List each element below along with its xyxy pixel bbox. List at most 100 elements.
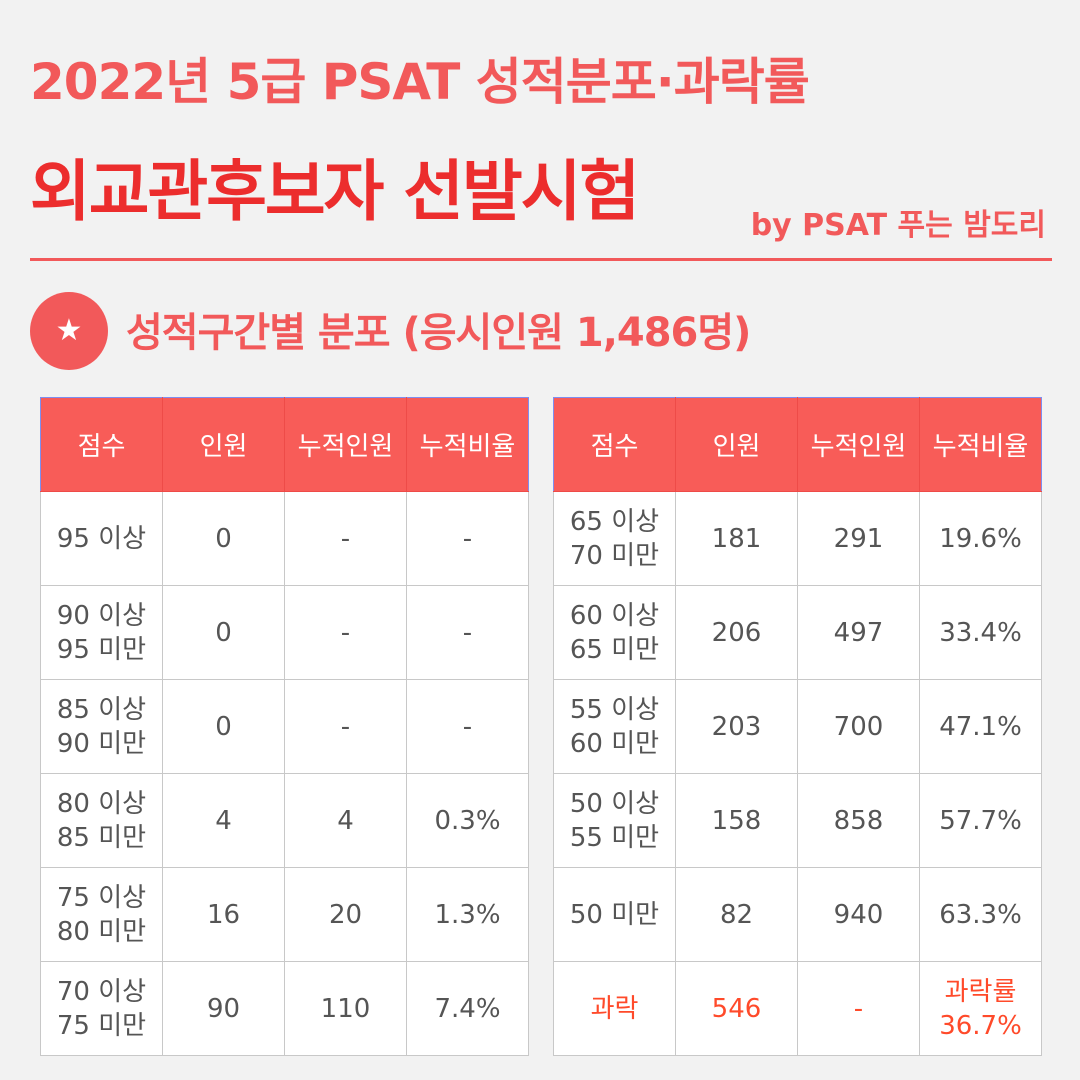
score-cell: 80 이상 85 미만 bbox=[40, 773, 163, 868]
cumulative-cell: - bbox=[797, 961, 920, 1056]
score-cell-line: 90 이상 bbox=[56, 600, 147, 631]
ratio-cell: 7.4% bbox=[406, 961, 529, 1056]
ratio-cell: 33.4% bbox=[919, 585, 1042, 680]
score-cell: 65 이상 70 미만 bbox=[553, 491, 676, 586]
ratio-cell: 과락률 36.7% bbox=[919, 961, 1042, 1056]
section-title: 성적구간별 분포 (응시인원 1,486명) bbox=[126, 310, 751, 356]
ratio-cell: 57.7% bbox=[919, 773, 1042, 868]
column-header-ratio: 누적비율 bbox=[919, 397, 1042, 492]
ratio-cell: 63.3% bbox=[919, 867, 1042, 962]
ratio-cell-line: 33.4% bbox=[939, 617, 1022, 648]
table-row: 50 미만 82 940 63.3% bbox=[553, 867, 1042, 962]
count-cell: 158 bbox=[675, 773, 798, 868]
cumulative-cell: - bbox=[284, 679, 407, 774]
ratio-cell-line: 57.7% bbox=[939, 805, 1022, 836]
cumulative-cell: 497 bbox=[797, 585, 920, 680]
ratio-cell-line: 7.4% bbox=[434, 993, 501, 1024]
score-cell-line: 95 미만 bbox=[56, 634, 147, 665]
score-cell-line: 65 이상 bbox=[569, 506, 660, 537]
ratio-cell: 47.1% bbox=[919, 679, 1042, 774]
ratio-cell-line: 63.3% bbox=[939, 899, 1022, 930]
author-byline: by PSAT 푸는 밤도리 bbox=[750, 208, 1046, 243]
ratio-cell-line: - bbox=[462, 711, 473, 742]
score-cell: 75 이상 80 미만 bbox=[40, 867, 163, 962]
page-subtitle: 외교관후보자 선발시험 bbox=[30, 153, 640, 230]
column-header-score: 점수 bbox=[40, 397, 163, 492]
table-row: 80 이상 85 미만 4 4 0.3% bbox=[40, 773, 529, 868]
count-cell: 16 bbox=[162, 867, 285, 962]
cumulative-cell: 940 bbox=[797, 867, 920, 962]
table-row: 60 이상 65 미만 206 497 33.4% bbox=[553, 585, 1042, 680]
table-row: 95 이상 0- - bbox=[40, 491, 529, 586]
ratio-cell: 1.3% bbox=[406, 867, 529, 962]
page-title: 2022년 5급 PSAT 성적분포·과락률 bbox=[30, 53, 810, 111]
count-cell: 203 bbox=[675, 679, 798, 774]
score-cell: 95 이상 bbox=[40, 491, 163, 586]
score-cell-line: 80 이상 bbox=[56, 788, 147, 819]
score-cell-line: 60 이상 bbox=[569, 600, 660, 631]
table-row: 65 이상 70 미만 181 291 19.6% bbox=[553, 491, 1042, 586]
score-cell-line: 70 미만 bbox=[569, 540, 660, 571]
table-row: 75 이상 80 미만 16 20 1.3% bbox=[40, 867, 529, 962]
score-cell: 50 미만 bbox=[553, 867, 676, 962]
score-cell: 과락 bbox=[553, 961, 676, 1056]
score-cell: 60 이상 65 미만 bbox=[553, 585, 676, 680]
count-cell: 0 bbox=[162, 491, 285, 586]
table-row: 50 이상 55 미만 158 858 57.7% bbox=[553, 773, 1042, 868]
ratio-cell-line: 47.1% bbox=[939, 711, 1022, 742]
ratio-cell: - bbox=[406, 679, 529, 774]
ratio-cell-line: 0.3% bbox=[434, 805, 501, 836]
cumulative-cell: - bbox=[284, 585, 407, 680]
count-cell: 206 bbox=[675, 585, 798, 680]
score-cell-line: 50 미만 bbox=[569, 899, 660, 930]
header-divider bbox=[30, 258, 1052, 261]
table-row: 과락 546- 과락률 36.7% bbox=[553, 961, 1042, 1056]
score-cell-line: 55 이상 bbox=[569, 694, 660, 725]
score-table-right: 점수 인원 누적인원 누적비율 65 이상 70 미만 181 291 19.6% 60 … bbox=[553, 397, 1042, 1056]
ratio-cell-line: 36.7% bbox=[939, 1010, 1022, 1041]
score-cell-line: 65 미만 bbox=[569, 634, 660, 665]
table-header-row: 점수 인원 누적인원 누적비율 bbox=[40, 397, 529, 492]
column-header-cumulative: 누적인원 bbox=[284, 397, 407, 492]
count-cell: 0 bbox=[162, 585, 285, 680]
column-header-ratio: 누적비율 bbox=[406, 397, 529, 492]
left-table-body: 95 이상 0- -90 이상 95 미만 0- -85 이상 90 미만 0- -80 이상 8… bbox=[40, 491, 529, 1056]
table-header-row: 점수 인원 누적인원 누적비율 bbox=[553, 397, 1042, 492]
table-row: 90 이상 95 미만 0- - bbox=[40, 585, 529, 680]
cumulative-cell: 4 bbox=[284, 773, 407, 868]
column-header-score: 점수 bbox=[553, 397, 676, 492]
column-header-count: 인원 bbox=[162, 397, 285, 492]
score-cell-line: 70 이상 bbox=[56, 976, 147, 1007]
ratio-cell-line: 1.3% bbox=[434, 899, 501, 930]
score-cell-line: 과락 bbox=[590, 993, 639, 1024]
cumulative-cell: 110 bbox=[284, 961, 407, 1056]
score-cell-line: 85 미만 bbox=[56, 822, 147, 853]
score-cell-line: 60 미만 bbox=[569, 728, 660, 759]
ratio-cell: 0.3% bbox=[406, 773, 529, 868]
count-cell: 546 bbox=[675, 961, 798, 1056]
count-cell: 4 bbox=[162, 773, 285, 868]
score-cell: 70 이상 75 미만 bbox=[40, 961, 163, 1056]
table-row: 85 이상 90 미만 0- - bbox=[40, 679, 529, 774]
ratio-cell: - bbox=[406, 491, 529, 586]
count-cell: 90 bbox=[162, 961, 285, 1056]
score-cell: 85 이상 90 미만 bbox=[40, 679, 163, 774]
count-cell: 0 bbox=[162, 679, 285, 774]
cumulative-cell: 291 bbox=[797, 491, 920, 586]
count-cell: 181 bbox=[675, 491, 798, 586]
column-header-count: 인원 bbox=[675, 397, 798, 492]
column-header-cumulative: 누적인원 bbox=[797, 397, 920, 492]
cumulative-cell: 20 bbox=[284, 867, 407, 962]
ratio-cell-line: - bbox=[462, 523, 473, 554]
score-cell: 90 이상 95 미만 bbox=[40, 585, 163, 680]
ratio-cell-line: 과락률 bbox=[944, 976, 1017, 1007]
score-table-left: 점수 인원 누적인원 누적비율 95 이상 0- -90 이상 95 미만 0- -85 … bbox=[40, 397, 529, 1056]
score-cell-line: 50 이상 bbox=[569, 788, 660, 819]
score-cell-line: 75 미만 bbox=[56, 1010, 147, 1041]
ratio-cell-line: - bbox=[462, 617, 473, 648]
table-row: 55 이상 60 미만 203 700 47.1% bbox=[553, 679, 1042, 774]
score-cell: 50 이상 55 미만 bbox=[553, 773, 676, 868]
ratio-cell: 19.6% bbox=[919, 491, 1042, 586]
score-cell-line: 85 이상 bbox=[56, 694, 147, 725]
ratio-cell-line: 19.6% bbox=[939, 523, 1022, 554]
